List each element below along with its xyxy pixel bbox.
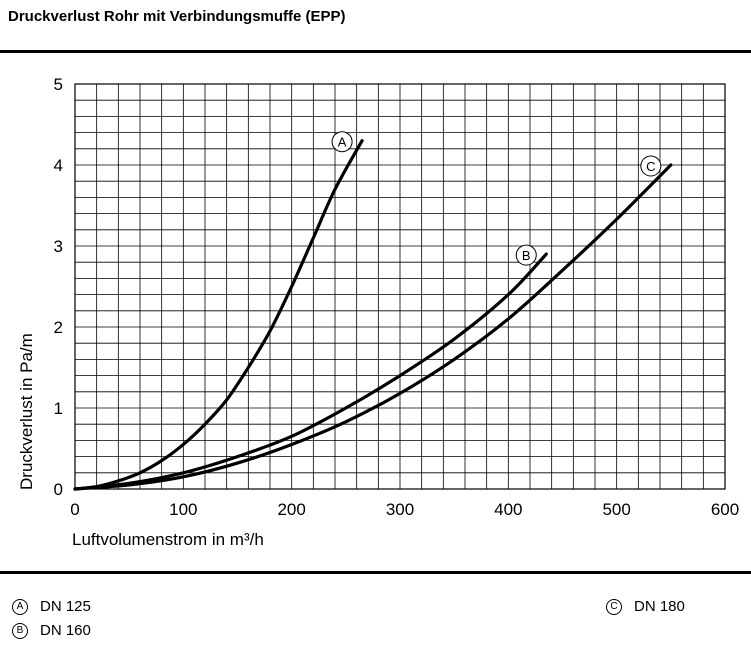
y-tick-labels: 0 1 2 3 4 5: [54, 75, 63, 499]
chart-series: [73, 139, 673, 491]
series-marker-a: A: [331, 131, 353, 153]
series-marker-label: A: [338, 135, 347, 150]
legend-item-b: B DN 160: [12, 622, 91, 639]
y-tick-label: 5: [54, 75, 63, 94]
series-line-b: [73, 252, 548, 491]
legend-badge-b: B: [12, 622, 28, 639]
legend-label-b: DN 160: [40, 622, 91, 639]
x-tick-labels: 0 100 200 300 400 500 600: [70, 500, 739, 519]
pressure-loss-chart: 0 100 200 300 400 500 600 0 1 2 3 4 5 A B C Luftvolum…: [17, 75, 739, 549]
series-marker-c: C: [640, 155, 662, 177]
legend-badge-c: C: [606, 598, 622, 615]
y-tick-label: 4: [54, 156, 63, 175]
x-tick-label: 200: [277, 500, 305, 519]
series-line-a: [73, 139, 364, 491]
y-tick-label: 0: [54, 480, 63, 499]
y-tick-label: 3: [54, 237, 63, 256]
x-tick-label: 100: [169, 500, 197, 519]
top-divider: [0, 50, 751, 53]
y-axis-label: Druckverlust in Pa/m: [17, 333, 36, 490]
series-marker-b: B: [515, 244, 537, 266]
chart-grid: [75, 84, 725, 489]
series-marker-label: C: [646, 159, 655, 174]
y-tick-label: 2: [54, 318, 63, 337]
x-tick-label: 300: [386, 500, 414, 519]
x-tick-label: 400: [494, 500, 522, 519]
legend-label-c: DN 180: [634, 598, 685, 615]
x-axis-label: Luftvolumenstrom in m³/h: [72, 530, 264, 549]
x-tick-label: 0: [70, 500, 79, 519]
page-title: Druckverlust Rohr mit Verbindungsmuffe (…: [8, 8, 346, 25]
legend-item-c: C DN 180: [606, 598, 685, 615]
x-tick-label: 500: [602, 500, 630, 519]
chart-frame: [74, 83, 726, 490]
legend-badge-a: A: [12, 598, 28, 615]
series-line-c: [73, 163, 673, 491]
plot-area-border: [74, 83, 726, 490]
bottom-divider: [0, 571, 751, 574]
series-labels: A B C: [331, 131, 662, 266]
x-tick-label: 600: [711, 500, 739, 519]
legend-label-a: DN 125: [40, 598, 91, 615]
y-tick-label: 1: [54, 399, 63, 418]
series-marker-label: B: [522, 248, 531, 263]
legend-item-a: A DN 125: [12, 598, 91, 615]
